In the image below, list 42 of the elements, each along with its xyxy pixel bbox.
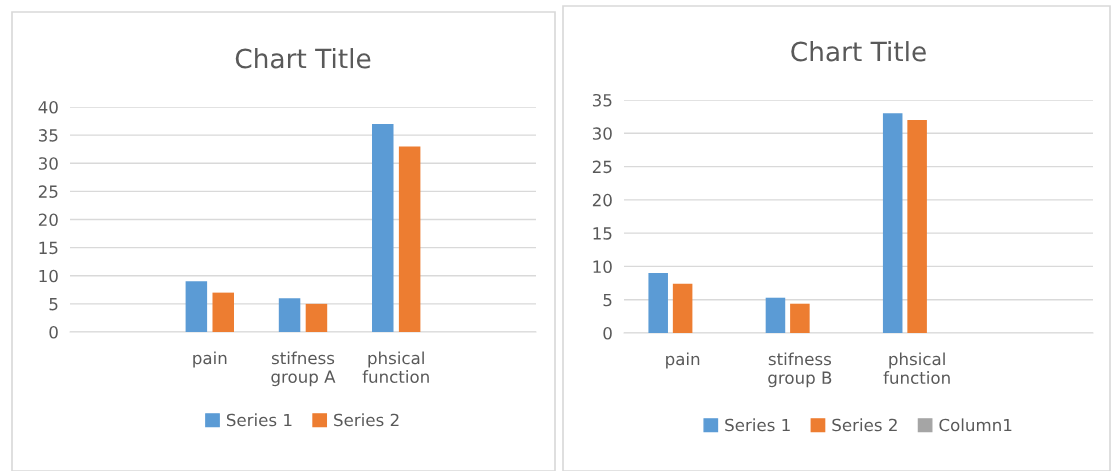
chart-title: Chart Title bbox=[791, 41, 926, 62]
x-tick-label: stifness group B bbox=[768, 352, 832, 388]
y-tick-label: 15 bbox=[39, 241, 58, 255]
bar bbox=[185, 281, 208, 332]
bar bbox=[648, 273, 668, 333]
bar bbox=[765, 297, 786, 333]
x-tick-label: phsical function bbox=[362, 351, 429, 384]
bar bbox=[882, 113, 903, 333]
y-tick-label: 20 bbox=[592, 193, 612, 207]
bar bbox=[398, 146, 421, 332]
legend-label: Series 1 bbox=[226, 413, 292, 427]
bar bbox=[907, 119, 927, 333]
y-tick-label: 30 bbox=[38, 157, 58, 170]
y-tick-label: 30 bbox=[592, 127, 612, 140]
legend-label: Column1 bbox=[939, 418, 1012, 432]
y-tick-label: 0 bbox=[603, 326, 612, 340]
y-tick-label: 35 bbox=[592, 93, 612, 107]
bar bbox=[372, 123, 394, 332]
y-tick-label: 5 bbox=[603, 293, 612, 307]
bar bbox=[790, 303, 810, 333]
bar bbox=[212, 292, 234, 332]
bar bbox=[305, 303, 328, 332]
x-tick-label: pain bbox=[193, 351, 227, 368]
y-tick-label: 5 bbox=[49, 298, 58, 311]
y-tick-label: 40 bbox=[38, 100, 58, 114]
y-tick-label: 10 bbox=[593, 260, 612, 273]
x-tick-label: phsical function bbox=[883, 352, 950, 385]
chart-title: Chart Title bbox=[235, 48, 371, 69]
y-tick-label: 25 bbox=[592, 160, 612, 174]
y-tick-label: 0 bbox=[49, 325, 58, 339]
legend-label: Series 2 bbox=[832, 418, 897, 432]
bar bbox=[278, 298, 301, 332]
legend-label: Series 2 bbox=[334, 413, 399, 427]
y-tick-label: 15 bbox=[593, 227, 612, 240]
y-tick-label: 25 bbox=[38, 185, 58, 198]
y-tick-label: 20 bbox=[38, 213, 58, 227]
y-tick-label: 35 bbox=[38, 129, 58, 142]
legend-label: Series 1 bbox=[725, 418, 790, 432]
x-tick-label: pain bbox=[666, 352, 700, 369]
x-tick-label: stifness group A bbox=[271, 351, 336, 387]
bar bbox=[672, 283, 693, 333]
y-tick-label: 10 bbox=[39, 269, 58, 283]
